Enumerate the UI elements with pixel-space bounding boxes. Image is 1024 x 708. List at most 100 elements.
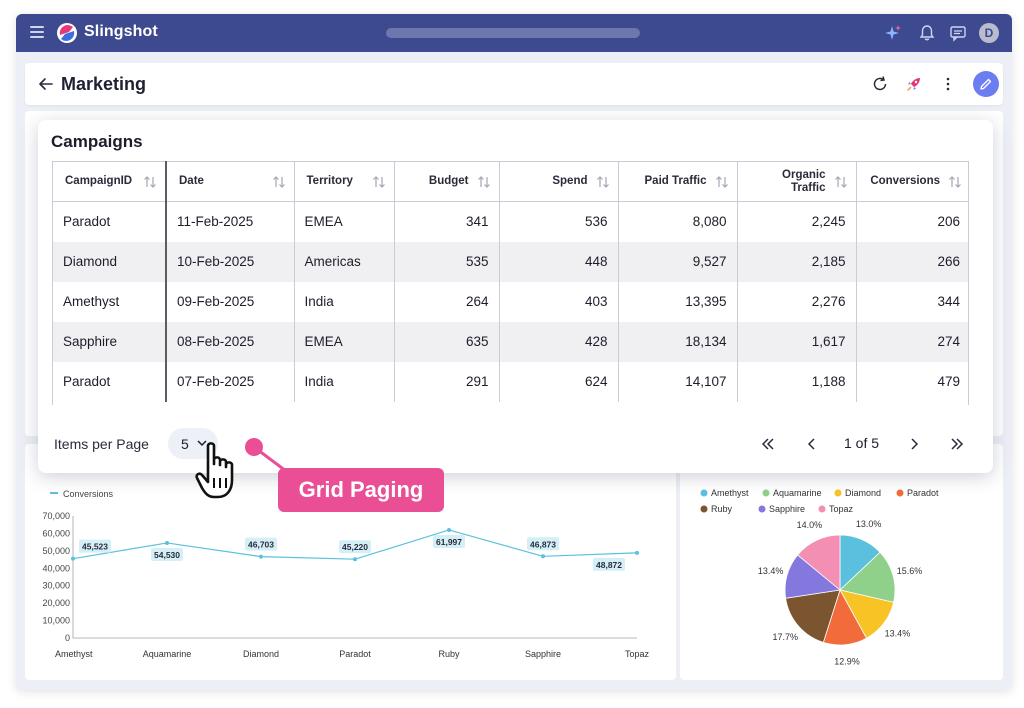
- data-label: 45,523: [82, 542, 108, 552]
- more-vertical-icon[interactable]: [939, 75, 957, 93]
- table-cell: India: [294, 361, 395, 402]
- column-header[interactable]: Territory: [294, 161, 395, 202]
- rocket-icon[interactable]: [905, 75, 923, 93]
- table-cell: 1,617: [737, 321, 857, 362]
- pie-slice-label: 12.9%: [834, 657, 860, 667]
- back-arrow-icon[interactable]: [37, 75, 55, 93]
- page-size-value: 5: [181, 435, 189, 452]
- chevron-down-icon: [197, 440, 207, 447]
- edit-button[interactable]: [973, 71, 999, 97]
- data-point[interactable]: [165, 540, 169, 545]
- campaigns-grid: CampaignID Date Territory Budget Spend Paid T…: [52, 161, 969, 405]
- x-tick-label: Sapphire: [525, 649, 561, 659]
- pie-slice-label: 17.7%: [772, 632, 798, 642]
- data-label-bg: [245, 537, 277, 551]
- column-header[interactable]: Date: [166, 161, 295, 202]
- column-header[interactable]: Organic Traffic: [737, 161, 857, 202]
- sort-icon[interactable]: [715, 174, 729, 190]
- y-tick-label: 0: [65, 633, 70, 643]
- search-bar[interactable]: [386, 28, 640, 38]
- legend-label: Diamond: [845, 488, 881, 498]
- column-header[interactable]: Conversions: [856, 161, 968, 202]
- sort-icon[interactable]: [834, 174, 848, 190]
- column-header[interactable]: Budget: [394, 161, 500, 202]
- table-cell: 403: [499, 281, 619, 322]
- table-row[interactable]: Amethyst 09-Feb-2025 India 264 403 13,395 2,27…: [53, 281, 968, 322]
- sort-icon[interactable]: [272, 174, 286, 190]
- sparkle-ai-icon[interactable]: [884, 24, 902, 42]
- pie-slice[interactable]: [839, 551, 896, 603]
- data-point[interactable]: [635, 550, 639, 555]
- menu-icon[interactable]: [30, 26, 44, 38]
- legend-swatch: [700, 489, 708, 497]
- x-tick-label: Ruby: [438, 649, 460, 659]
- avatar[interactable]: D: [979, 23, 999, 43]
- data-label: 48,872: [596, 560, 622, 570]
- table-cell: 536: [499, 201, 619, 242]
- legend-label: Aquamarine: [773, 488, 822, 498]
- legend-label: Sapphire: [769, 504, 805, 514]
- table-cell: 341: [394, 201, 500, 242]
- column-header-label: Conversions: [870, 175, 940, 187]
- table-row[interactable]: Paradot 07-Feb-2025 India 291 624 14,107 1,188…: [53, 361, 968, 402]
- legend-label: Paradot: [907, 488, 939, 498]
- table-cell: 11-Feb-2025: [166, 201, 295, 242]
- table-row[interactable]: Sapphire 08-Feb-2025 EMEA 635 428 18,134 1,617…: [53, 321, 968, 362]
- legend-label: Amethyst: [711, 488, 749, 498]
- sort-icon[interactable]: [372, 174, 386, 190]
- table-cell: Amethyst: [53, 281, 167, 322]
- sort-icon[interactable]: [596, 174, 610, 190]
- sort-icon[interactable]: [143, 174, 157, 190]
- data-label: 45,220: [342, 542, 368, 552]
- legend-swatch: [762, 489, 770, 497]
- data-label-bg: [339, 540, 371, 554]
- column-header[interactable]: Spend: [499, 161, 619, 202]
- legend-swatch: [758, 505, 766, 513]
- campaigns-card: Campaigns CampaignID Date Territory Budget S…: [38, 120, 993, 473]
- table-cell: 18,134: [618, 321, 738, 362]
- pie-slice[interactable]: [797, 534, 841, 591]
- y-tick-label: 10,000: [42, 616, 70, 626]
- y-tick-label: 70,000: [42, 511, 70, 521]
- slingshot-logo-icon: [57, 23, 77, 43]
- data-point[interactable]: [541, 554, 545, 559]
- y-tick-label: 40,000: [42, 563, 70, 573]
- hand-pointer-icon: [195, 442, 234, 499]
- bell-icon[interactable]: [918, 24, 936, 42]
- table-cell: 448: [499, 241, 619, 282]
- data-point[interactable]: [259, 554, 263, 559]
- table-cell: Diamond: [53, 241, 167, 282]
- table-cell: 206: [937, 214, 960, 230]
- table-cell: 535: [394, 241, 500, 282]
- table-cell: 07-Feb-2025: [166, 361, 295, 402]
- data-point[interactable]: [447, 527, 451, 532]
- last-page-icon[interactable]: [949, 436, 965, 452]
- data-point[interactable]: [71, 556, 75, 561]
- column-header[interactable]: CampaignID: [53, 161, 167, 202]
- sort-icon[interactable]: [948, 174, 962, 190]
- pie-slice-label: 14.0%: [797, 520, 823, 530]
- next-page-icon[interactable]: [906, 436, 922, 452]
- column-header-label: Budget: [428, 175, 469, 187]
- column-header-label: CampaignID: [65, 175, 133, 187]
- table-cell: 2,245: [737, 201, 857, 242]
- table-row[interactable]: Paradot 11-Feb-2025 EMEA 341 536 8,080 2,245 20…: [53, 201, 968, 242]
- table-cell: 274: [856, 321, 968, 362]
- table-cell: EMEA: [294, 201, 395, 242]
- column-header[interactable]: Paid Traffic: [618, 161, 738, 202]
- x-tick-label: Amethyst: [55, 649, 93, 659]
- data-point[interactable]: [353, 557, 357, 562]
- refresh-icon[interactable]: [871, 75, 889, 93]
- column-header-label: Territory: [306, 175, 353, 187]
- sort-icon[interactable]: [477, 174, 491, 190]
- table-cell: 266: [856, 241, 968, 282]
- y-tick-label: 20,000: [42, 598, 70, 608]
- table-cell: 428: [499, 321, 619, 362]
- pie-slice[interactable]: [785, 589, 841, 643]
- table-row[interactable]: Diamond 10-Feb-2025 Americas 535 448 9,527 2,1…: [53, 241, 968, 282]
- first-page-icon[interactable]: [760, 436, 776, 452]
- table-cell: 2,185: [737, 241, 857, 282]
- chat-icon[interactable]: [949, 24, 967, 42]
- previous-page-icon[interactable]: [804, 436, 820, 452]
- card-title: Campaigns: [51, 132, 143, 151]
